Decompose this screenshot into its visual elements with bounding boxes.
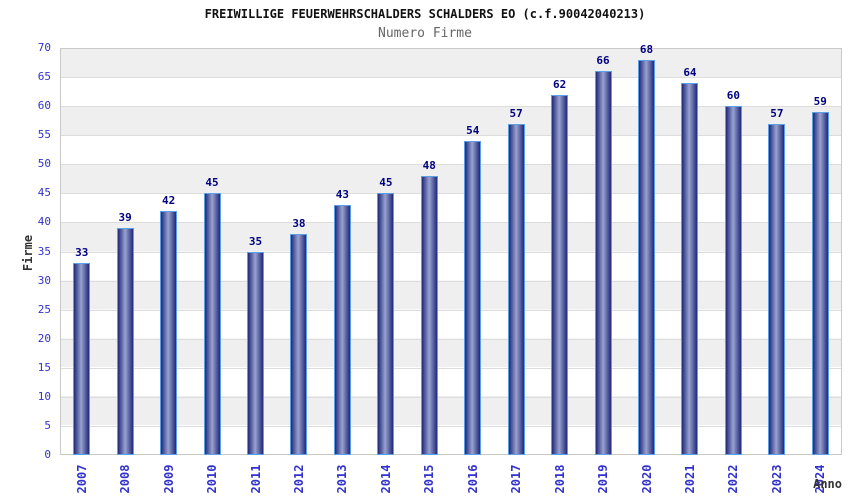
bar-2024: [811, 111, 829, 455]
y-tick-label: 50: [37, 157, 51, 171]
bar-value-label: 42: [161, 193, 176, 207]
bar-value-label: 64: [683, 65, 697, 79]
y-tick-label: 20: [37, 331, 51, 345]
bar-value-label: 54: [466, 124, 480, 138]
bar-value-label: 39: [118, 211, 132, 225]
y-tick-label: 0: [44, 448, 51, 461]
bar-2008: [116, 228, 134, 455]
x-tick-label: 2014: [378, 464, 393, 494]
bar-2022: [724, 106, 742, 455]
chart-title: FREIWILLIGE FEUERWEHRSCHALDERS SCHALDERS…: [204, 7, 646, 21]
y-tick-label: 55: [37, 128, 51, 142]
bar-value-label: 35: [248, 234, 263, 248]
y-tick-label: 10: [37, 389, 51, 403]
bar-value-label: 45: [379, 176, 393, 190]
x-axis-title: Anno: [813, 477, 842, 491]
x-tick-label: 2022: [726, 464, 741, 494]
x-tick-label: 2008: [118, 464, 133, 494]
x-tick-label: 2021: [682, 464, 697, 494]
x-tick-label: 2018: [552, 464, 567, 494]
bar-value-label: 57: [509, 106, 523, 120]
x-tick-label: 2015: [422, 464, 437, 494]
bar-2020: [638, 59, 655, 455]
y-tick-label: 40: [37, 215, 51, 229]
x-tick-label: 2019: [596, 464, 611, 494]
x-tick-label: 2020: [639, 464, 654, 494]
x-tick-label: 2023: [769, 464, 784, 494]
bar-value-label: 48: [422, 158, 436, 172]
bar-2014: [377, 193, 395, 455]
y-tick-label: 70: [37, 41, 51, 54]
x-tick-label: 2007: [74, 464, 89, 494]
gridline: [61, 135, 841, 137]
bar-2023: [768, 123, 786, 455]
x-tick-label: 2016: [465, 464, 480, 494]
x-tick-label: 2010: [205, 464, 220, 494]
gridline: [61, 367, 841, 369]
x-tick-label: 2009: [161, 464, 176, 494]
bar-value-label: 62: [552, 77, 567, 91]
bar-2009: [160, 210, 178, 455]
y-tick-label: 30: [37, 273, 51, 287]
x-tick-label: 2013: [335, 464, 350, 494]
bar-value-label: 45: [205, 176, 219, 190]
gridline: [61, 193, 841, 195]
gridline: [61, 396, 841, 398]
y-tick-label: 25: [37, 302, 51, 316]
bar-2013: [333, 204, 351, 455]
bar-2011: [247, 251, 264, 455]
x-tick-label: 2011: [248, 464, 263, 494]
gridline: [61, 106, 841, 108]
y-tick-label: 65: [37, 70, 51, 84]
bar-2012: [290, 234, 308, 455]
bar-2015: [420, 175, 438, 455]
chart-subtitle: Numero Firme: [378, 26, 472, 41]
bar-2007: [73, 263, 91, 455]
bar-value-label: 68: [639, 42, 654, 56]
bar-value-label: 59: [813, 94, 827, 108]
y-tick-label: 5: [44, 418, 51, 432]
y-tick-label: 35: [37, 244, 51, 258]
bar-2016: [464, 141, 482, 455]
bar-2010: [203, 193, 221, 455]
gridline: [61, 338, 841, 340]
gridline: [61, 164, 841, 166]
bar-2021: [681, 82, 699, 455]
gridline: [61, 280, 841, 282]
x-tick-label: 2012: [291, 464, 306, 494]
gridline: [61, 309, 841, 311]
bar-value-label: 33: [75, 246, 89, 260]
y-tick-label: 45: [37, 186, 51, 200]
gridline: [61, 77, 841, 79]
bar-2017: [507, 123, 525, 455]
bar-2018: [551, 94, 569, 455]
gridline: [61, 425, 841, 427]
gridline: [61, 222, 841, 224]
y-tick-label: 60: [37, 99, 51, 113]
bar-value-label: 38: [292, 217, 306, 231]
x-tick-label: 2017: [509, 464, 524, 494]
bar-value-label: 66: [596, 54, 610, 68]
bar-2019: [594, 71, 612, 455]
bar-value-label: 60: [726, 89, 740, 103]
bar-value-label: 57: [770, 106, 784, 120]
bar-value-label: 43: [335, 187, 349, 201]
y-tick-label: 15: [37, 360, 51, 374]
plot-area: [60, 48, 842, 455]
gridline: [61, 251, 841, 253]
